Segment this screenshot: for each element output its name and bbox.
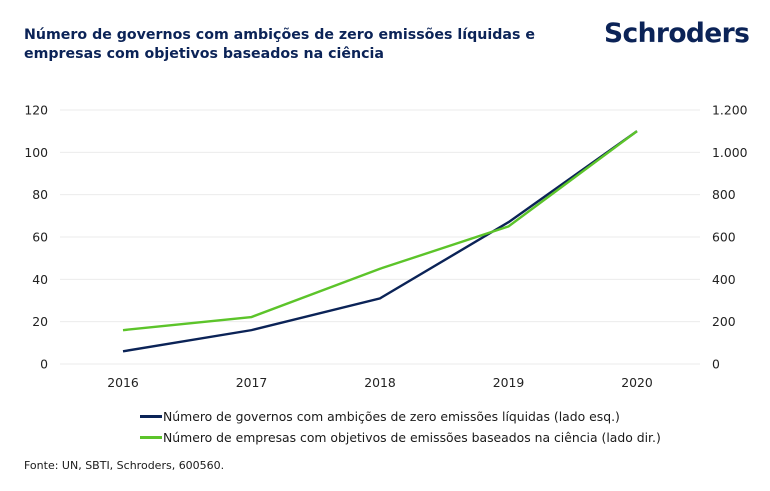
y-axis-left: 0 20 40 60 80 100 120 — [24, 103, 48, 372]
chart-title: Número de governos com ambições de zero … — [24, 27, 535, 62]
y-left-tick-label: 60 — [32, 230, 48, 245]
y-left-tick-label: 0 — [40, 357, 48, 372]
y-left-tick-label: 40 — [32, 272, 48, 287]
y-left-tick-label: 100 — [24, 145, 48, 160]
y-right-tick-label: 600 — [712, 230, 736, 245]
legend-swatch-green — [140, 436, 162, 439]
x-tick-label: 2017 — [236, 375, 268, 390]
series-line-governments — [122, 130, 638, 353]
legend-item-governments: Número de governos com ambições de zero … — [140, 406, 661, 427]
legend-label: Número de governos com ambições de zero … — [163, 409, 620, 424]
series-lines — [122, 130, 638, 353]
y-right-tick-label: 400 — [712, 272, 736, 287]
x-tick-label: 2018 — [364, 375, 396, 390]
x-tick-label: 2019 — [493, 375, 525, 390]
y-right-tick-label: 1.000 — [712, 145, 748, 160]
legend-item-companies: Número de empresas com objetivos de emis… — [140, 427, 661, 448]
schroders-logo: Schroders — [604, 18, 750, 49]
y-right-tick-label: 0 — [712, 357, 720, 372]
x-axis: 2016 2017 2018 2019 2020 — [107, 375, 653, 390]
y-left-tick-label: 20 — [32, 314, 48, 329]
y-axis-right: 0 200 400 600 800 1.000 1.200 — [712, 103, 748, 372]
x-tick-label: 2020 — [621, 375, 653, 390]
legend-label: Número de empresas com objetivos de emis… — [163, 430, 661, 445]
gridlines — [60, 109, 700, 365]
legend: Número de governos com ambições de zero … — [140, 406, 661, 448]
legend-swatch-navy — [140, 415, 162, 418]
y-right-tick-label: 200 — [712, 314, 736, 329]
y-right-tick-label: 1.200 — [712, 103, 748, 118]
x-tick-label: 2016 — [107, 375, 139, 390]
source-note: Fonte: UN, SBTI, Schroders, 600560. — [24, 459, 225, 472]
y-right-tick-label: 800 — [712, 187, 736, 202]
y-left-tick-label: 80 — [32, 187, 48, 202]
y-left-tick-label: 120 — [24, 103, 48, 118]
series-line-companies — [122, 130, 638, 332]
